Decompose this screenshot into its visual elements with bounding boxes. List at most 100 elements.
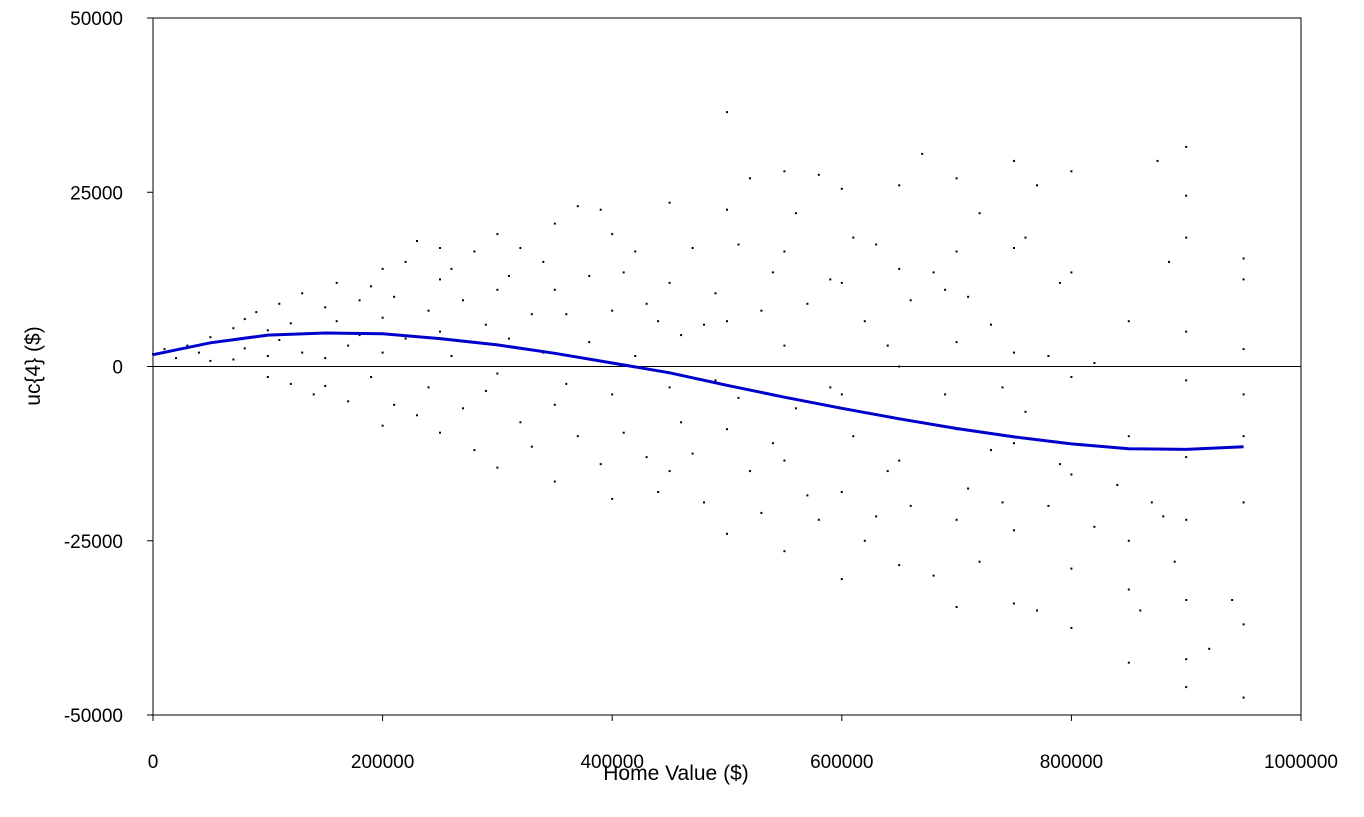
data-point xyxy=(255,311,258,314)
data-point xyxy=(1242,348,1245,351)
data-point xyxy=(565,382,568,385)
data-point xyxy=(955,177,958,180)
data-point xyxy=(439,247,441,249)
data-point xyxy=(370,285,373,288)
data-point xyxy=(1036,184,1038,187)
data-point xyxy=(611,497,614,500)
data-point xyxy=(496,288,499,291)
data-point xyxy=(657,491,660,493)
data-point xyxy=(553,480,556,483)
data-point xyxy=(955,341,958,344)
data-point xyxy=(760,511,763,514)
data-point xyxy=(576,435,579,438)
data-point xyxy=(611,393,614,396)
data-point xyxy=(967,295,970,298)
data-point xyxy=(266,376,269,378)
data-point xyxy=(1058,281,1061,284)
data-point xyxy=(1036,609,1038,612)
data-point xyxy=(1127,661,1130,664)
data-point xyxy=(829,386,832,389)
points-layer xyxy=(152,111,1245,699)
data-point xyxy=(783,550,786,553)
data-point xyxy=(1150,501,1153,504)
data-point xyxy=(358,334,361,337)
data-point xyxy=(726,320,728,323)
x-tick-label: 800000 xyxy=(1040,752,1103,773)
data-point xyxy=(1001,501,1004,504)
data-point xyxy=(909,299,912,302)
data-point xyxy=(944,393,947,396)
data-point xyxy=(1024,236,1027,239)
x-tick-label: 600000 xyxy=(810,752,873,773)
data-point xyxy=(473,250,476,253)
data-point xyxy=(1173,560,1176,563)
data-point xyxy=(1185,456,1188,459)
data-point xyxy=(1093,362,1096,364)
y-tick-label: -25000 xyxy=(64,532,123,553)
data-point xyxy=(530,313,533,316)
data-point xyxy=(496,466,499,469)
data-point xyxy=(301,292,304,295)
data-point xyxy=(806,494,809,497)
data-point xyxy=(289,382,292,385)
data-point xyxy=(1013,159,1015,162)
data-point xyxy=(1070,271,1073,274)
y-tick-label: 50000 xyxy=(70,9,123,30)
data-point xyxy=(645,302,648,305)
x-axis: 0 200000 400000 600000 800000 1000000 xyxy=(148,715,1338,773)
data-point xyxy=(381,351,384,354)
data-point xyxy=(553,222,556,225)
data-point xyxy=(645,456,648,459)
data-point xyxy=(324,306,327,309)
data-point xyxy=(1070,567,1073,570)
data-point xyxy=(783,250,786,253)
data-point xyxy=(817,518,820,521)
data-point xyxy=(1242,623,1245,626)
data-point xyxy=(1070,376,1073,378)
data-point xyxy=(484,389,487,392)
data-point xyxy=(1168,260,1170,263)
data-point xyxy=(886,344,889,347)
data-point xyxy=(634,355,637,357)
data-point xyxy=(749,177,751,180)
data-point xyxy=(1208,647,1211,650)
data-point xyxy=(243,347,246,350)
data-point xyxy=(416,240,418,242)
data-point xyxy=(163,348,166,351)
data-point xyxy=(1013,529,1015,532)
data-point xyxy=(955,518,958,521)
data-point xyxy=(312,393,315,396)
data-point xyxy=(324,357,327,360)
data-point xyxy=(599,208,602,211)
data-point xyxy=(898,267,901,270)
data-point xyxy=(691,452,694,455)
x-tick-label: 400000 xyxy=(580,752,643,773)
data-point xyxy=(783,459,786,462)
data-point xyxy=(565,313,568,316)
data-point xyxy=(507,274,510,277)
data-point xyxy=(530,445,533,448)
data-point xyxy=(1156,159,1159,162)
data-point xyxy=(1001,386,1004,389)
data-point xyxy=(794,212,797,215)
data-point xyxy=(519,247,522,249)
data-point xyxy=(473,449,476,452)
data-point xyxy=(886,470,889,473)
data-point xyxy=(335,320,338,323)
data-point xyxy=(553,403,556,406)
data-point xyxy=(381,424,384,427)
data-point xyxy=(840,491,843,493)
x-tick-label: 1000000 xyxy=(1264,752,1338,773)
data-point xyxy=(921,152,924,155)
data-point xyxy=(358,299,361,302)
data-point xyxy=(209,336,212,339)
data-point xyxy=(542,260,545,263)
data-point xyxy=(932,574,935,577)
data-point xyxy=(393,403,396,406)
data-point xyxy=(404,337,407,340)
data-point xyxy=(416,414,418,417)
data-point xyxy=(817,173,820,176)
data-point xyxy=(783,170,786,173)
